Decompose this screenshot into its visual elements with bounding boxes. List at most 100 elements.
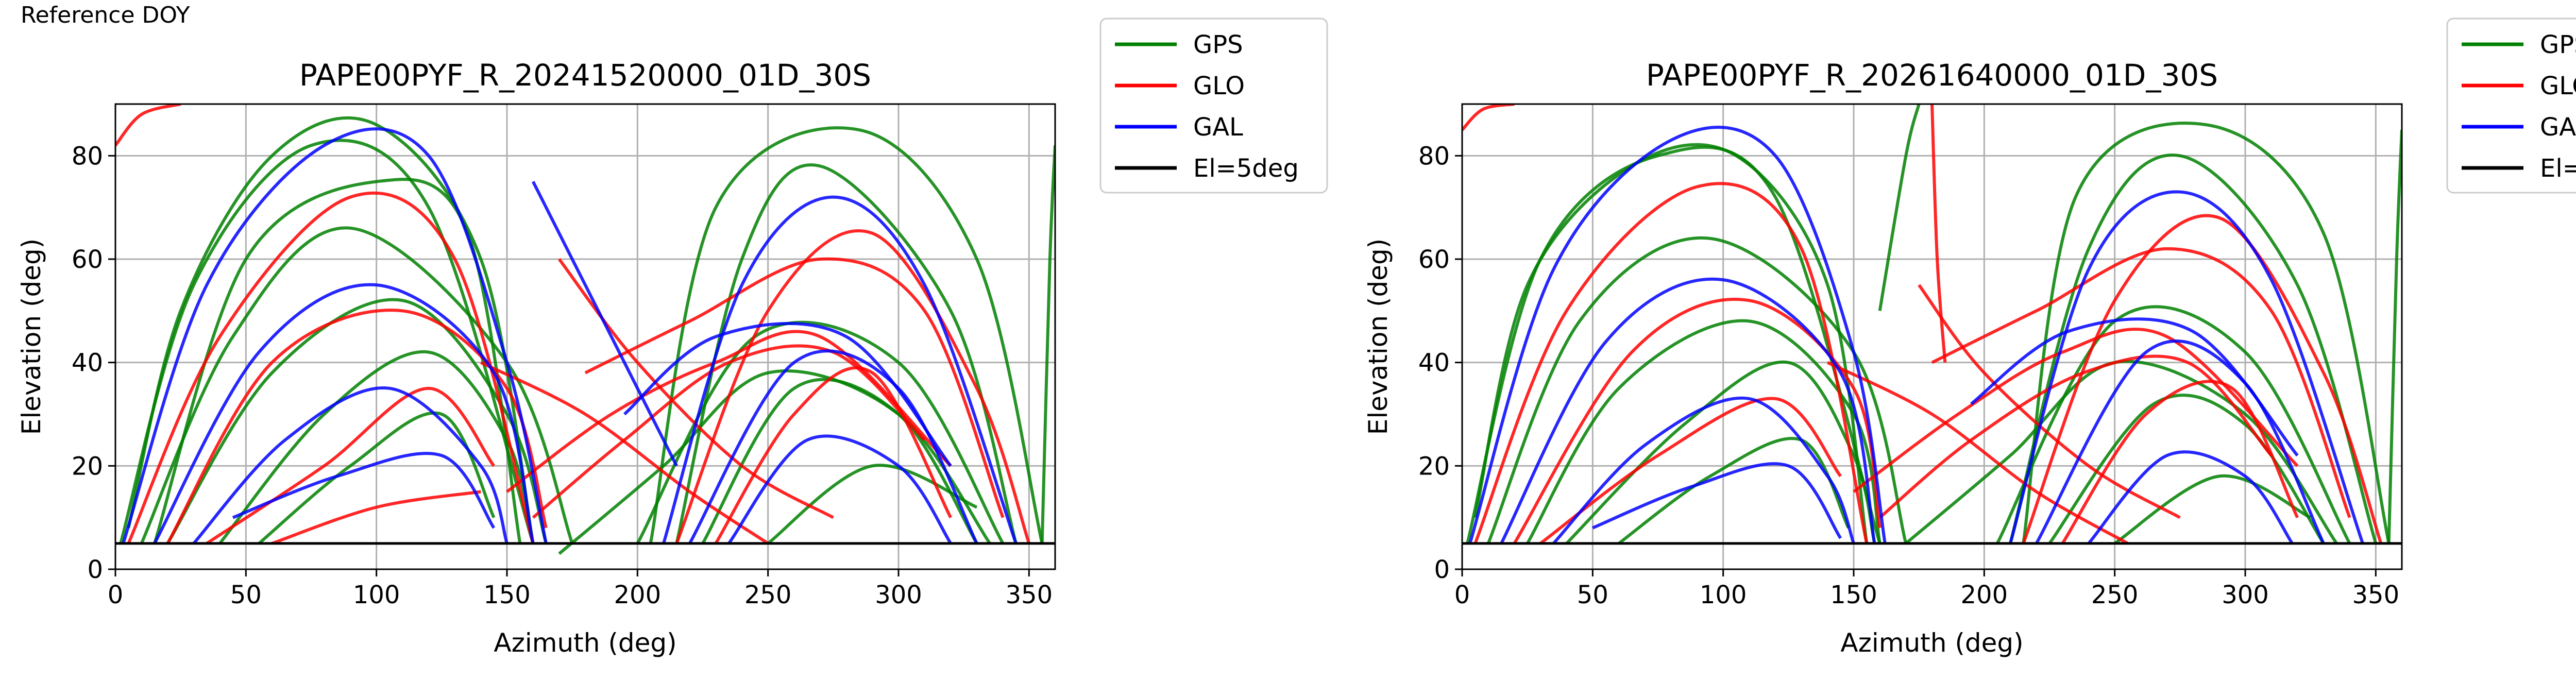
arc-gps bbox=[153, 178, 522, 544]
arc-gps bbox=[1473, 143, 1869, 544]
arc-gps bbox=[767, 464, 978, 545]
x-tick-label: 300 bbox=[2222, 581, 2269, 609]
arc-gps bbox=[2022, 122, 2391, 544]
arc-gal bbox=[192, 386, 509, 545]
series-gal bbox=[1468, 126, 2364, 545]
y-tick-label: 0 bbox=[87, 555, 103, 584]
arc-gps bbox=[558, 369, 991, 555]
y-tick-label: 60 bbox=[72, 245, 103, 274]
arc-glo bbox=[1918, 284, 2181, 519]
chart-panel-left: 0 50 100 150 200 250 300 350 0 20 40 60 80 PAPE00PYF_… bbox=[16, 18, 1328, 658]
arc-gps bbox=[1996, 305, 2351, 545]
y-tick-label: 80 bbox=[1418, 142, 1450, 171]
arc-gps bbox=[1526, 319, 1882, 545]
legend: GPS GLO GAL El=5deg bbox=[2446, 18, 2576, 194]
arc-glo bbox=[272, 490, 481, 545]
x-tick-label: 150 bbox=[483, 581, 531, 609]
arc-glo bbox=[127, 191, 535, 545]
arc-gal bbox=[2035, 339, 2325, 545]
arc-glo bbox=[115, 104, 181, 147]
arc-gal bbox=[1970, 317, 2299, 457]
arc-gal bbox=[623, 322, 952, 467]
arc-gal bbox=[1592, 462, 1842, 539]
arc-gps bbox=[1878, 104, 1921, 311]
arc-glo bbox=[1513, 298, 1882, 545]
plot-area bbox=[1462, 104, 2402, 569]
arc-gps bbox=[2114, 474, 2311, 545]
series-layer bbox=[115, 104, 1055, 555]
y-tick-label: 0 bbox=[1434, 555, 1450, 584]
x-tick-label: 100 bbox=[1700, 581, 1747, 609]
arc-glo bbox=[1930, 104, 1947, 363]
arc-gps bbox=[2387, 130, 2402, 543]
x-tick-label: 350 bbox=[2352, 581, 2400, 609]
chart-title: PAPE00PYF_R_20261640000_01D_30S bbox=[1646, 58, 2218, 93]
arc-gal bbox=[2087, 450, 2294, 545]
arc-gps bbox=[2048, 394, 2325, 545]
arc-gal bbox=[1552, 396, 1855, 545]
arc-glo bbox=[1827, 361, 2129, 545]
legend-frame bbox=[1099, 18, 1328, 194]
legend-label: GPS bbox=[2540, 30, 2576, 59]
legend-label: El=5deg bbox=[2540, 154, 2576, 183]
arc-gal bbox=[531, 181, 679, 467]
arc-gps bbox=[140, 226, 574, 545]
legend-label: GLO bbox=[2540, 72, 2576, 100]
y-axis-label: Elevation (deg) bbox=[16, 239, 46, 435]
legend-label: GAL bbox=[1193, 113, 1243, 142]
arc-glo bbox=[1931, 247, 2351, 518]
x-axis-label: Azimuth (deg) bbox=[494, 628, 676, 658]
arc-glo bbox=[206, 386, 496, 545]
arc-gal bbox=[727, 434, 952, 545]
x-tick-label: 250 bbox=[744, 581, 792, 609]
arc-gps bbox=[649, 126, 1044, 544]
chart-title: PAPE00PYF_R_20241520000_01D_30S bbox=[299, 58, 871, 93]
x-tick-label: 50 bbox=[230, 581, 262, 609]
legend-frame bbox=[2446, 18, 2576, 194]
arc-glo bbox=[2061, 380, 2299, 545]
y-tick-label: 40 bbox=[72, 349, 103, 378]
x-tick-label: 0 bbox=[1454, 581, 1470, 609]
legend-label: GLO bbox=[1193, 72, 1245, 100]
x-tick-label: 50 bbox=[1577, 581, 1608, 609]
arc-gal bbox=[1468, 126, 1887, 544]
arc-gps bbox=[1466, 145, 1882, 544]
y-tick-label: 40 bbox=[1418, 349, 1450, 378]
arc-glo bbox=[584, 257, 1005, 518]
arc-glo bbox=[675, 229, 1031, 544]
arc-gps bbox=[166, 298, 548, 545]
arc-gps bbox=[218, 350, 535, 545]
x-axis-label: Azimuth (deg) bbox=[1840, 628, 2023, 658]
arc-glo bbox=[506, 330, 952, 493]
y-tick-label: 80 bbox=[72, 142, 103, 171]
arc-gal bbox=[2009, 190, 2364, 544]
arc-gal bbox=[688, 349, 978, 545]
y-axis-label: Elevation (deg) bbox=[1363, 239, 1393, 435]
arc-gps bbox=[258, 411, 496, 545]
page-label: Reference DOY bbox=[21, 2, 190, 28]
arc-glo bbox=[557, 258, 834, 519]
arc-glo bbox=[532, 344, 926, 519]
x-tick-label: 100 bbox=[353, 581, 400, 609]
chart-panel-right: 0 50 100 150 200 250 300 350 0 20 40 60 80 PAPE00PYF_… bbox=[1347, 0, 2576, 678]
arc-glo bbox=[480, 361, 769, 545]
elevation-azimuth-chart-right: 0 50 100 150 200 250 300 350 0 20 40 60 80 PAPE00PYF_… bbox=[1363, 18, 2576, 658]
axes-frame bbox=[114, 103, 1056, 570]
x-tick-label: 0 bbox=[108, 581, 124, 609]
x-tick-label: 250 bbox=[2091, 581, 2139, 609]
series-layer bbox=[1462, 104, 2402, 545]
arc-glo bbox=[1539, 397, 1842, 545]
x-tick-label: 150 bbox=[1830, 581, 1877, 609]
axes-frame bbox=[1461, 103, 2403, 570]
series-gal bbox=[122, 127, 1018, 545]
arc-gal bbox=[232, 452, 496, 529]
arc-gal bbox=[1500, 277, 1876, 545]
arc-glo bbox=[714, 366, 952, 545]
x-tick-label: 350 bbox=[1006, 581, 1053, 609]
legend-label: El=5deg bbox=[1193, 154, 1299, 183]
elevation-azimuth-chart-left: 0 50 100 150 200 250 300 350 0 20 40 60 80 PAPE00PYF_… bbox=[16, 18, 1328, 658]
arc-gps bbox=[1486, 236, 1908, 544]
legend: GPS GLO GAL El=5deg bbox=[1099, 18, 1328, 194]
arc-glo bbox=[1853, 328, 2299, 493]
arc-glo bbox=[2022, 214, 2383, 544]
